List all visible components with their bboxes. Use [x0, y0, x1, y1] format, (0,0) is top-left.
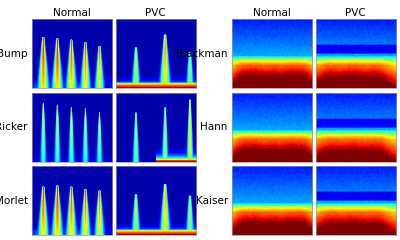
Y-axis label: Ricker: Ricker [0, 122, 28, 132]
Y-axis label: Bump: Bump [0, 49, 28, 59]
Title: PVC: PVC [146, 8, 166, 18]
Title: Normal: Normal [53, 8, 91, 18]
Y-axis label: Blackman: Blackman [176, 49, 228, 59]
Y-axis label: Kaiser: Kaiser [196, 196, 228, 206]
Y-axis label: Hann: Hann [200, 122, 228, 132]
Title: Normal: Normal [253, 8, 291, 18]
Title: PVC: PVC [346, 8, 366, 18]
Y-axis label: Morlet: Morlet [0, 196, 28, 206]
